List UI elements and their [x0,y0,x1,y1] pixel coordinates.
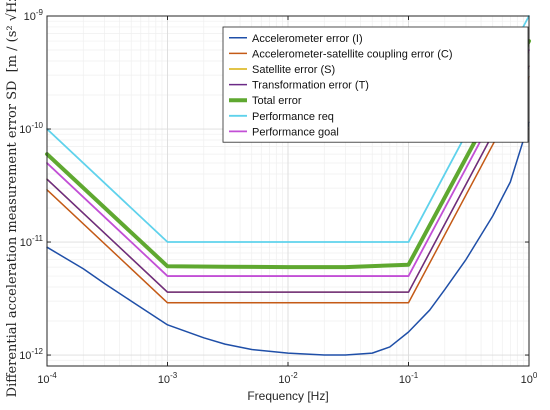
legend-entry-0: Accelerometer error (I) [252,33,363,45]
y-tick-label-base: 10 [24,11,36,23]
y-tick-label-base: 10 [19,350,31,362]
legend-entry-1: Accelerometer-satellite coupling error (… [252,48,453,60]
x-tick-label-exponent: -2 [291,371,299,380]
x-tick-label-exponent: -3 [170,371,178,380]
series-line-4 [45,39,531,270]
x-tick-label: 10-3 [158,371,178,386]
x-tick-label: 10-4 [37,371,57,386]
y-tick-label: 10-11 [20,234,44,249]
x-tick-label-base: 10 [158,374,170,386]
x-tick-label: 100 [521,371,538,386]
series-line-6 [46,49,530,277]
series-layer [45,15,531,356]
legend-entry-6: Performance goal [252,126,339,138]
x-axis-title: Frequency [Hz] [247,389,328,403]
x-tick-label: 10-1 [399,371,419,386]
x-tick-label-exponent: -1 [411,371,419,380]
y-tick-label-exponent: -10 [31,121,43,130]
y-axis-title-group: Differential acceleration measurement er… [5,0,20,397]
legend-box [222,26,529,143]
x-tick-label-base: 10 [399,374,411,386]
y-tick-label-exponent: -12 [31,347,43,356]
legend-entry-3: Transformation error (T) [252,80,369,92]
x-tick-label-exponent: 0 [533,371,538,380]
legend: Accelerometer error (I) Accelerometer-sat… [222,26,529,143]
y-tick-label: 10-9 [24,8,44,23]
legend-entry-2: Satellite error (S) [252,64,335,76]
y-axis-title-unit: [m / (s² √Hz)] [5,0,20,72]
y-axis-title: Differential acceleration measurement er… [5,0,20,397]
y-tick-label-base: 10 [20,237,32,249]
x-axis-ticks: 10-4 10-3 10-2 10-1 100 [37,16,538,386]
y-tick-label-base: 10 [19,124,31,136]
x-tick-label-base: 10 [37,374,49,386]
y-tick-label: 10-10 [19,121,43,136]
y-tick-label-exponent: -11 [32,234,44,243]
y-tick-label-exponent: -9 [36,8,44,17]
x-tick-label-exponent: -4 [50,371,58,380]
y-axis-title-text: Differential acceleration measurement er… [5,81,20,398]
x-tick-label: 10-2 [278,371,298,386]
x-tick-label-base: 10 [278,374,290,386]
x-tick-label-base: 10 [521,374,533,386]
series-line-0 [46,121,530,356]
y-tick-label: 10-12 [19,347,43,362]
legend-entry-5: Performance req [252,111,334,123]
legend-entry-4: Total error [252,95,302,107]
series-line-1 [46,76,530,304]
series-line-3 [46,65,530,293]
